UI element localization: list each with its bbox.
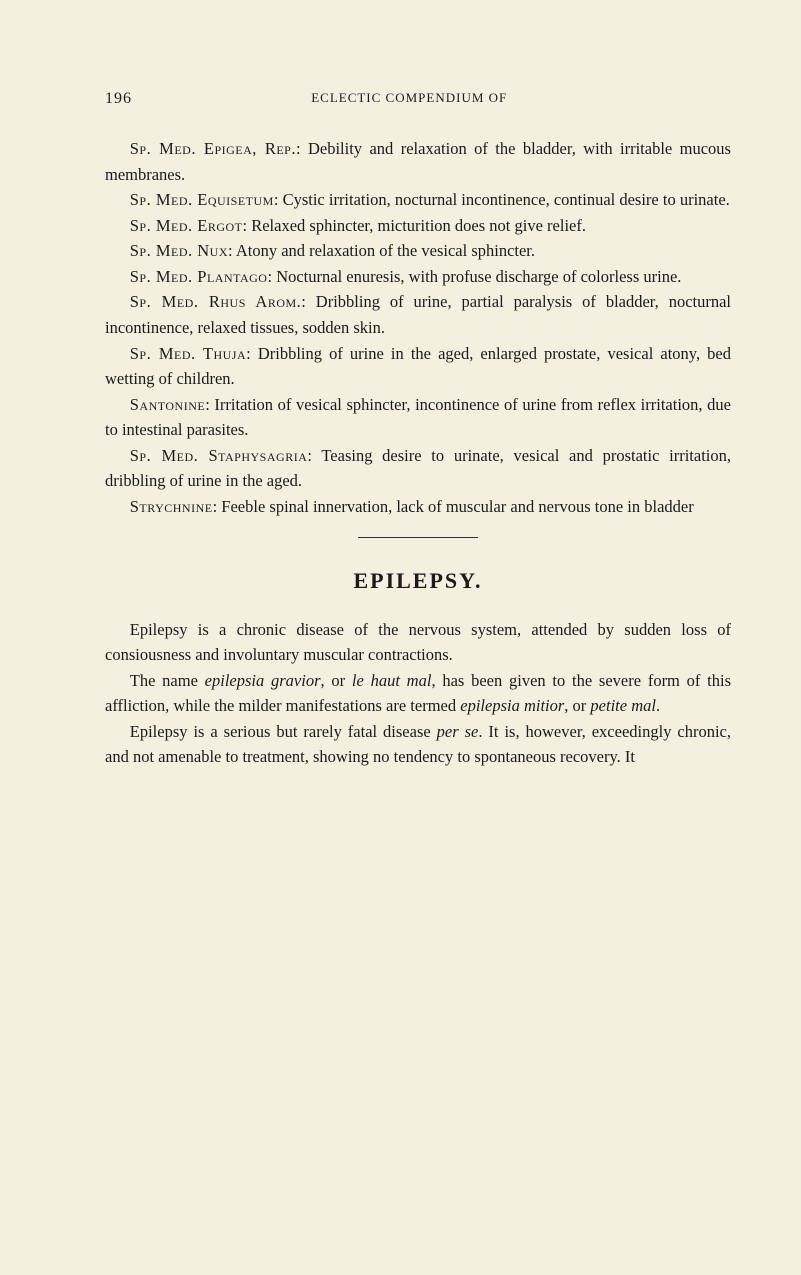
header-spacer xyxy=(726,90,731,108)
lead-plantago: Sp. Med. Plantago xyxy=(130,267,268,286)
body-nux: : Atony and relaxation of the vesical sp… xyxy=(228,241,535,260)
ep2-a: The name xyxy=(130,671,205,690)
ep2-i1: epilepsia gravior xyxy=(205,671,321,690)
epilepsy-para-3: Epilepsy is a serious but rarely fatal d… xyxy=(105,719,731,770)
para-thuja: Sp. Med. Thuja: Dribbling of urine in th… xyxy=(105,341,731,392)
ep2-i3: epilepsia mitior xyxy=(460,696,564,715)
lead-staphysagria: Sp. Med. Staphysagria xyxy=(130,446,308,465)
lead-epigea: Sp. Med. Epigea, Rep. xyxy=(130,139,296,158)
ep2-i4: petite mal xyxy=(590,696,656,715)
lead-strychnine: Strychnine xyxy=(130,497,213,516)
para-plantago: Sp. Med. Plantago: Nocturnal enuresis, w… xyxy=(105,264,731,290)
running-title: ECLECTIC COMPENDIUM OF xyxy=(311,90,507,108)
para-staphysagria: Sp. Med. Staphysagria: Teasing desire to… xyxy=(105,443,731,494)
body-strychnine: : Feeble spinal innervation, lack of mus… xyxy=(213,497,694,516)
body-plantago: : Nocturnal enuresis, with profuse disch… xyxy=(267,267,681,286)
lead-thuja: Sp. Med. Thuja xyxy=(130,344,246,363)
lead-santonine: Santonine xyxy=(130,395,205,414)
page-number: 196 xyxy=(105,90,132,108)
ep2-d: , or xyxy=(564,696,590,715)
ep2-e: . xyxy=(656,696,660,715)
para-strychnine: Strychnine: Feeble spinal innervation, l… xyxy=(105,494,731,520)
body-equisetum: : Cystic irritation, nocturnal incontine… xyxy=(274,190,730,209)
para-santonine: Santonine: Irritation of vesical sphinct… xyxy=(105,392,731,443)
page-header: 196 ECLECTIC COMPENDIUM OF xyxy=(105,90,731,108)
para-ergot: Sp. Med. Ergot: Relaxed sphincter, mictu… xyxy=(105,213,731,239)
body-ergot: : Relaxed sphincter, micturition does no… xyxy=(243,216,586,235)
section-title-epilepsy: EPILEPSY. xyxy=(105,564,731,598)
lead-nux: Sp. Med. Nux xyxy=(130,241,228,260)
epilepsy-para-2: The name epilepsia gravior, or le haut m… xyxy=(105,668,731,719)
ep3-i1: per se xyxy=(437,722,479,741)
lead-ergot: Sp. Med. Ergot xyxy=(130,216,243,235)
ep2-i2: le haut mal xyxy=(352,671,432,690)
para-epigea: Sp. Med. Epigea, Rep.: Debility and rela… xyxy=(105,136,731,187)
ep3-a: Epilepsy is a serious but rarely fatal d… xyxy=(130,722,437,741)
epilepsy-para-1: Epilepsy is a chronic disease of the ner… xyxy=(105,617,731,668)
ep2-b: , or xyxy=(321,671,352,690)
body-text: Sp. Med. Epigea, Rep.: Debility and rela… xyxy=(105,136,731,770)
para-nux: Sp. Med. Nux: Atony and relaxation of th… xyxy=(105,238,731,264)
para-equisetum: Sp. Med. Equisetum: Cystic irritation, n… xyxy=(105,187,731,213)
para-rhus: Sp. Med. Rhus Arom.: Dribbling of urine,… xyxy=(105,289,731,340)
section-rule xyxy=(358,537,478,538)
lead-equisetum: Sp. Med. Equisetum xyxy=(130,190,274,209)
lead-rhus: Sp. Med. Rhus Arom. xyxy=(130,292,302,311)
